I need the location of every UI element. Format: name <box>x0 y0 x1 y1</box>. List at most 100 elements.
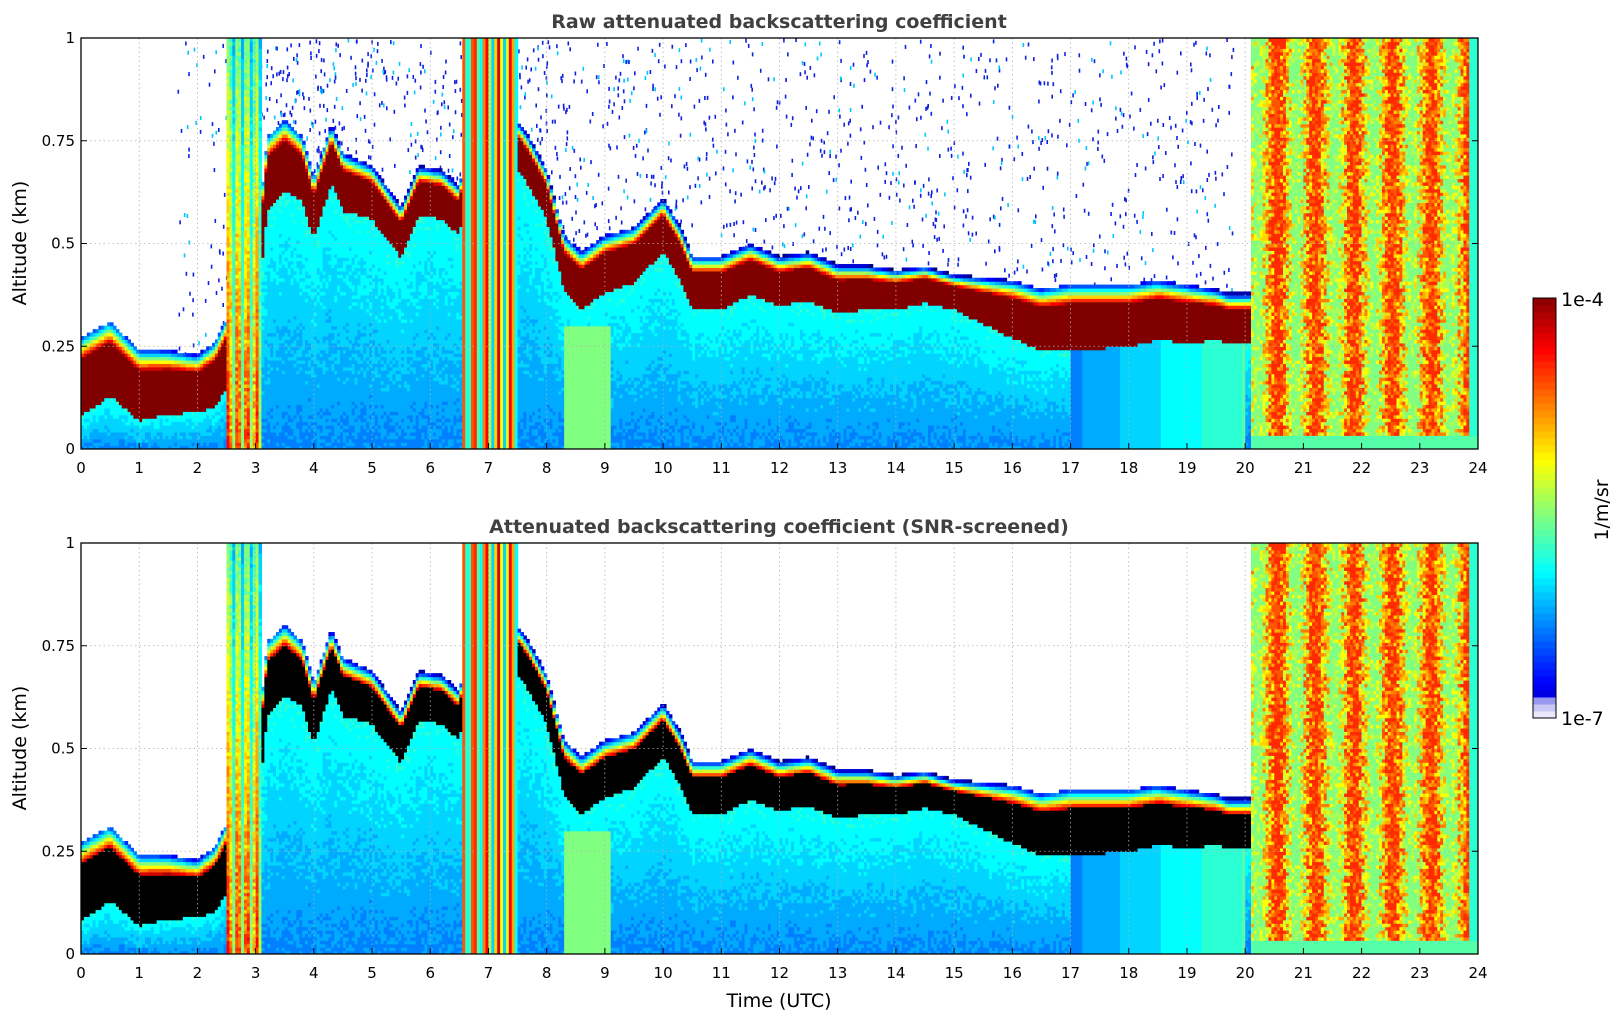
heatmap-cell <box>246 171 251 176</box>
heatmap-cell <box>325 144 329 149</box>
heatmap-cell <box>264 418 268 423</box>
heatmap-cell <box>252 390 257 399</box>
heatmap-cell <box>450 229 455 234</box>
heatmap-cell <box>433 216 437 221</box>
noise-speck <box>763 186 765 191</box>
heatmap-cell <box>520 137 524 142</box>
heatmap-cell <box>287 140 292 145</box>
noise-speck <box>667 156 670 161</box>
heatmap-cell <box>229 373 233 378</box>
heatmap-cell <box>313 185 318 190</box>
heatmap-cell <box>142 359 146 364</box>
heatmap-cell <box>194 353 199 358</box>
noise-speck <box>565 200 568 205</box>
heatmap-cell <box>147 363 152 368</box>
noise-speck <box>724 182 727 187</box>
heatmap-cell <box>366 168 370 173</box>
heatmap-cell <box>409 318 414 323</box>
noise-speck <box>287 74 289 79</box>
noise-speck <box>215 291 218 295</box>
heatmap-cell <box>252 431 257 443</box>
heatmap-cell <box>147 370 152 419</box>
heatmap-cell <box>331 421 335 426</box>
heatmap-cell <box>322 274 327 279</box>
heatmap-cell <box>447 349 452 354</box>
heatmap-cell <box>389 414 394 419</box>
heatmap-cell <box>354 175 359 214</box>
heatmap-cell <box>270 257 274 269</box>
heatmap-cell <box>296 325 300 330</box>
heatmap-cell <box>328 445 332 449</box>
heatmap-cell <box>270 342 274 358</box>
heatmap-cell <box>296 335 300 340</box>
noise-speck <box>1022 43 1025 47</box>
noise-speck <box>838 206 841 211</box>
noise-speck <box>550 94 553 99</box>
heatmap-cell <box>313 294 318 303</box>
heatmap-cell <box>319 168 324 173</box>
heatmap-cell <box>374 185 379 190</box>
heatmap-cell <box>366 274 370 279</box>
noise-speck <box>1087 211 1090 216</box>
heatmap-cell <box>287 425 292 436</box>
noise-speck <box>783 224 785 229</box>
heatmap-cell <box>406 298 411 303</box>
noise-speck <box>901 145 903 150</box>
heatmap-cell <box>255 421 260 430</box>
heatmap-cell <box>165 414 169 419</box>
heatmap-cell <box>310 318 315 323</box>
heatmap-cell <box>145 431 149 440</box>
heatmap-cell <box>310 418 315 423</box>
heatmap-cell <box>319 291 324 296</box>
noise-speck <box>629 98 631 103</box>
heatmap-cell <box>252 373 257 378</box>
heatmap-cell <box>430 281 434 296</box>
heatmap-cell <box>450 349 455 354</box>
noise-speck <box>1202 188 1204 193</box>
heatmap-cell <box>444 284 449 289</box>
noise-speck <box>284 112 286 117</box>
heatmap-cell <box>273 335 277 361</box>
heatmap-cell <box>232 404 236 436</box>
heatmap-cell <box>302 144 306 149</box>
noise-speck <box>573 79 575 84</box>
heatmap-cell <box>374 329 379 334</box>
heatmap-cell <box>235 151 239 156</box>
noise-speck <box>306 136 308 141</box>
heatmap-cell <box>255 267 260 272</box>
heatmap-cell <box>305 270 309 279</box>
heatmap-cell <box>246 133 251 138</box>
noise-speck <box>897 115 900 120</box>
heatmap-cell <box>305 216 309 221</box>
heatmap-cell <box>380 359 385 364</box>
heatmap-cell <box>316 267 321 275</box>
heatmap-cell <box>453 192 458 197</box>
heatmap-cell <box>322 246 327 272</box>
noise-speck <box>920 115 922 120</box>
noise-speck <box>732 168 734 173</box>
noise-speck <box>519 105 522 110</box>
heatmap-cell <box>386 198 391 203</box>
noise-speck <box>622 89 625 94</box>
heatmap-cell <box>273 318 277 323</box>
heatmap-cell <box>308 401 312 416</box>
heatmap-cell <box>334 212 338 238</box>
heatmap-cell <box>150 359 155 364</box>
heatmap-cell <box>363 445 367 449</box>
heatmap-cell <box>130 414 134 423</box>
heatmap-cell <box>214 421 219 430</box>
noise-speck <box>997 83 999 88</box>
heatmap-cell <box>261 442 265 447</box>
heatmap-cell <box>517 226 522 231</box>
heatmap-cell <box>226 192 231 197</box>
heatmap-cell <box>351 431 356 436</box>
heatmap-cell <box>156 356 161 361</box>
heatmap-cell <box>98 404 102 416</box>
heatmap-cell <box>145 425 149 433</box>
heatmap-cell <box>203 442 207 449</box>
heatmap-cell <box>334 438 338 447</box>
heatmap-cell <box>415 270 420 299</box>
noise-speck <box>1204 280 1207 285</box>
heatmap-cell <box>249 274 254 279</box>
heatmap-cell <box>308 418 312 426</box>
